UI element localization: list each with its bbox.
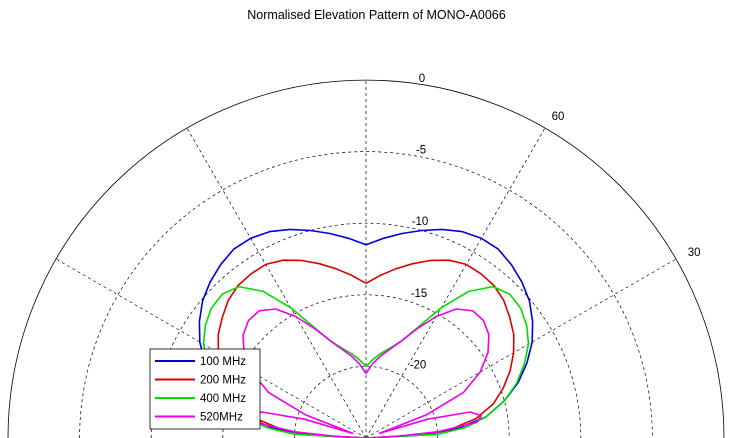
angle-tick-label: 60: [552, 111, 565, 123]
polar-grid: [7, 79, 725, 438]
legend-label: 200 MHz: [200, 375, 246, 387]
tick-labels: 0 -5 -10 -15 -20 60 30: [410, 73, 701, 371]
grid-ring: [150, 222, 582, 438]
radial-tick-label: -10: [412, 216, 429, 228]
legend-label: 100 MHz: [200, 356, 246, 368]
series-line-520mhz-left: [242, 308, 367, 438]
legend-label: 520MHz: [200, 412, 243, 424]
outer-circle: [7, 79, 725, 438]
series-line-520mhz-right: [365, 308, 490, 438]
series-line-200mhz-right: [365, 259, 515, 438]
grid-spoke: [365, 258, 677, 438]
grid-spoke: [365, 127, 546, 438]
legend: 100 MHz 200 MHz 400 MHz 520MHz: [149, 348, 261, 430]
angle-tick-label: 30: [688, 247, 701, 259]
radial-tick-label: 0: [419, 73, 425, 85]
radial-tick-label: -15: [411, 288, 428, 300]
radial-tick-label: -5: [416, 145, 426, 157]
chart-title: Normalised Elevation Pattern of MONO-A00…: [247, 8, 506, 22]
legend-label: 400 MHz: [200, 393, 246, 405]
grid-ring: [294, 366, 438, 438]
grid-ring: [79, 151, 653, 438]
radial-tick-label: -20: [410, 359, 427, 371]
